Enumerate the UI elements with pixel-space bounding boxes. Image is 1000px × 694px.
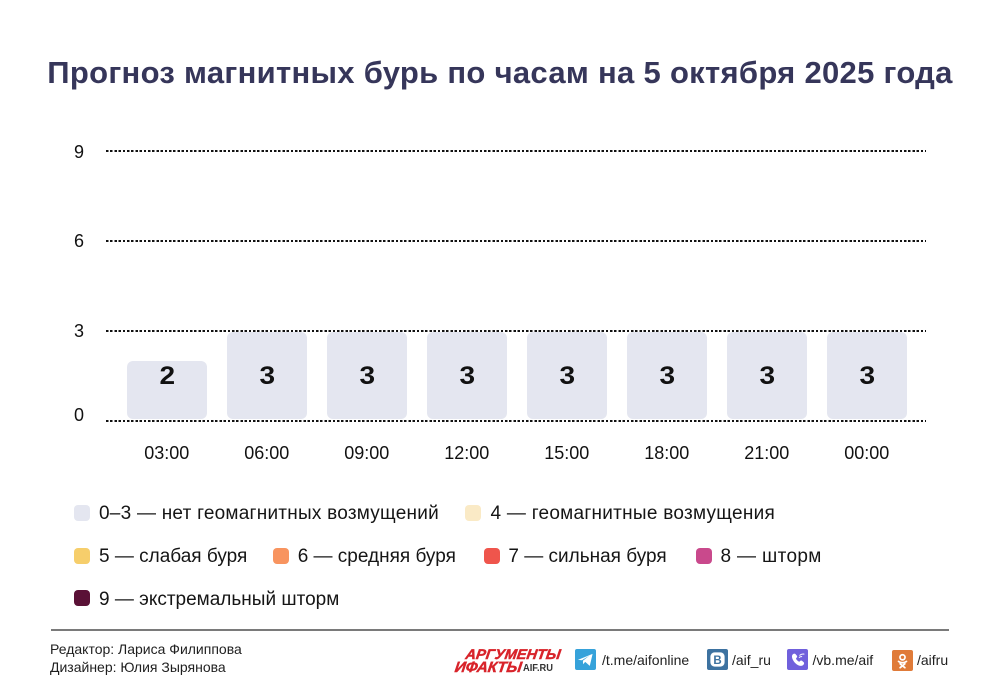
svg-text:ИФАКТЫ: ИФАКТЫ — [454, 659, 524, 673]
svg-text:В: В — [713, 655, 721, 667]
svg-text:AIF.RU: AIF.RU — [523, 662, 553, 673]
svg-text:АРГУМЕНТЫ: АРГУМЕНТЫ — [464, 646, 562, 662]
